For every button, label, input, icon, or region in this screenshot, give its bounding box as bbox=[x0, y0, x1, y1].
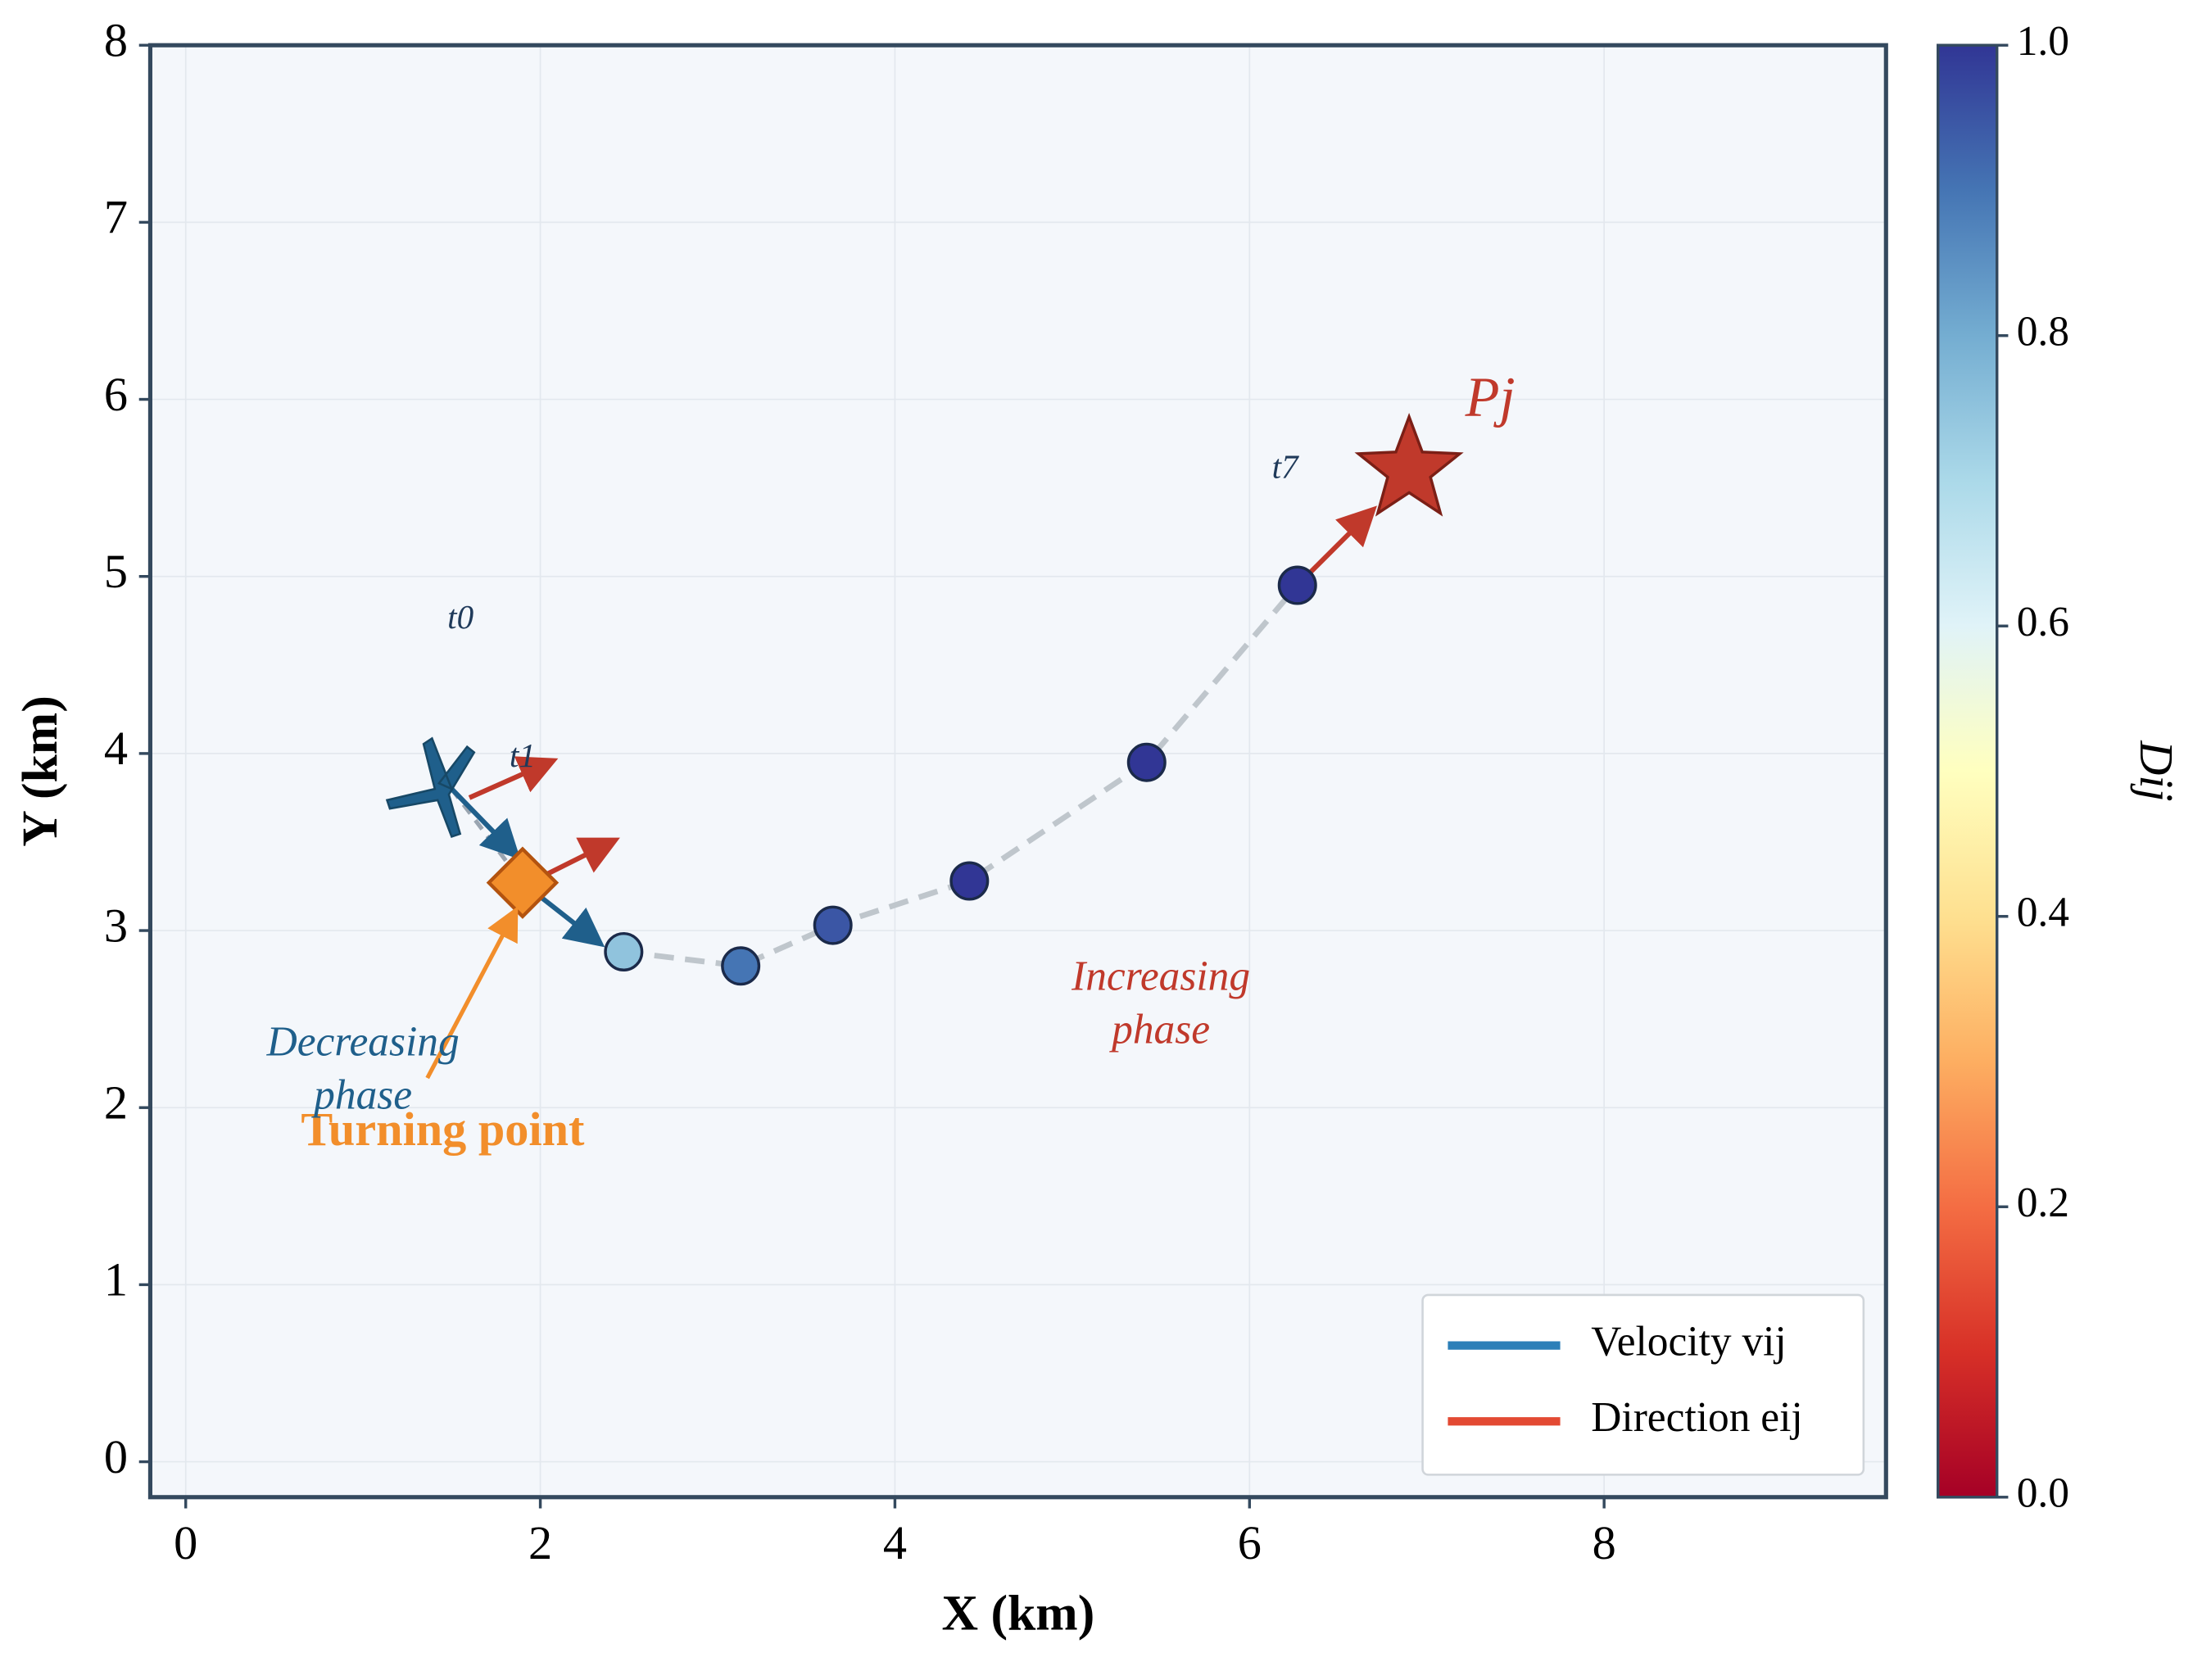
legend bbox=[1421, 1293, 1865, 1476]
y-tick-label: 8 bbox=[104, 14, 128, 67]
y-tick-label: 6 bbox=[104, 368, 128, 421]
trajectory-point bbox=[1126, 742, 1167, 782]
x-tick-label: 6 bbox=[1238, 1516, 1262, 1569]
time-label: t1 bbox=[510, 736, 536, 774]
target-label: Pj bbox=[1465, 365, 1516, 428]
x-tick-label: 0 bbox=[174, 1516, 197, 1569]
phase-annotation: phase bbox=[310, 1071, 412, 1118]
colorbar-tick-label: 0.2 bbox=[2017, 1180, 2069, 1226]
aircraft bbox=[385, 736, 476, 839]
trajectory-point bbox=[721, 946, 761, 986]
turning-point bbox=[486, 846, 560, 919]
y-tick-label: 5 bbox=[104, 545, 128, 598]
x-tick-label: 2 bbox=[528, 1516, 552, 1569]
phase-annotation: Increasing bbox=[1071, 953, 1250, 999]
phase-annotation: Decreasing bbox=[266, 1018, 460, 1065]
x-axis-label: X (km) bbox=[941, 1585, 1094, 1641]
trajectory-point bbox=[949, 861, 990, 901]
time-label: t7 bbox=[1272, 447, 1299, 485]
colorbar-label: Dij bbox=[2130, 740, 2183, 801]
time-label: t0 bbox=[447, 598, 473, 636]
y-tick-label: 3 bbox=[104, 899, 128, 952]
legend-label: Direction eij bbox=[1591, 1394, 1802, 1441]
y-tick-label: 1 bbox=[104, 1253, 128, 1306]
y-axis-label: Y (km) bbox=[12, 695, 68, 847]
plot-frame bbox=[147, 43, 1888, 1500]
target-star bbox=[1354, 412, 1464, 517]
trajectory-point bbox=[1277, 565, 1317, 605]
trajectory-point bbox=[813, 905, 853, 945]
y-tick-label: 4 bbox=[104, 722, 128, 775]
colorbar-tick-label: 0.0 bbox=[2017, 1470, 2069, 1517]
colorbar-tick-label: 0.4 bbox=[2017, 890, 2069, 936]
plot-area bbox=[150, 45, 1887, 1497]
y-tick-label: 7 bbox=[104, 191, 128, 244]
colorbar-tick-label: 1.0 bbox=[2017, 18, 2069, 65]
vector-arrow bbox=[539, 837, 620, 880]
vector-arrow bbox=[450, 787, 521, 860]
trajectory-point bbox=[604, 931, 644, 971]
phase-annotation: phase bbox=[1108, 1007, 1210, 1053]
x-tick-label: 4 bbox=[883, 1516, 907, 1569]
vector-arrow bbox=[1301, 505, 1377, 582]
turning-point-arrow bbox=[425, 906, 519, 1080]
turning-point-label: Turning point bbox=[301, 1103, 585, 1156]
colorbar-tick-label: 0.8 bbox=[2017, 309, 2069, 355]
y-tick-label: 2 bbox=[104, 1076, 128, 1130]
legend-label: Velocity vij bbox=[1591, 1318, 1786, 1365]
colorbar-tick-label: 0.6 bbox=[2017, 599, 2069, 645]
colorbar bbox=[1937, 43, 1999, 1499]
y-tick-label: 0 bbox=[104, 1430, 128, 1483]
x-tick-label: 8 bbox=[1593, 1516, 1616, 1569]
vector-arrow bbox=[468, 756, 559, 800]
